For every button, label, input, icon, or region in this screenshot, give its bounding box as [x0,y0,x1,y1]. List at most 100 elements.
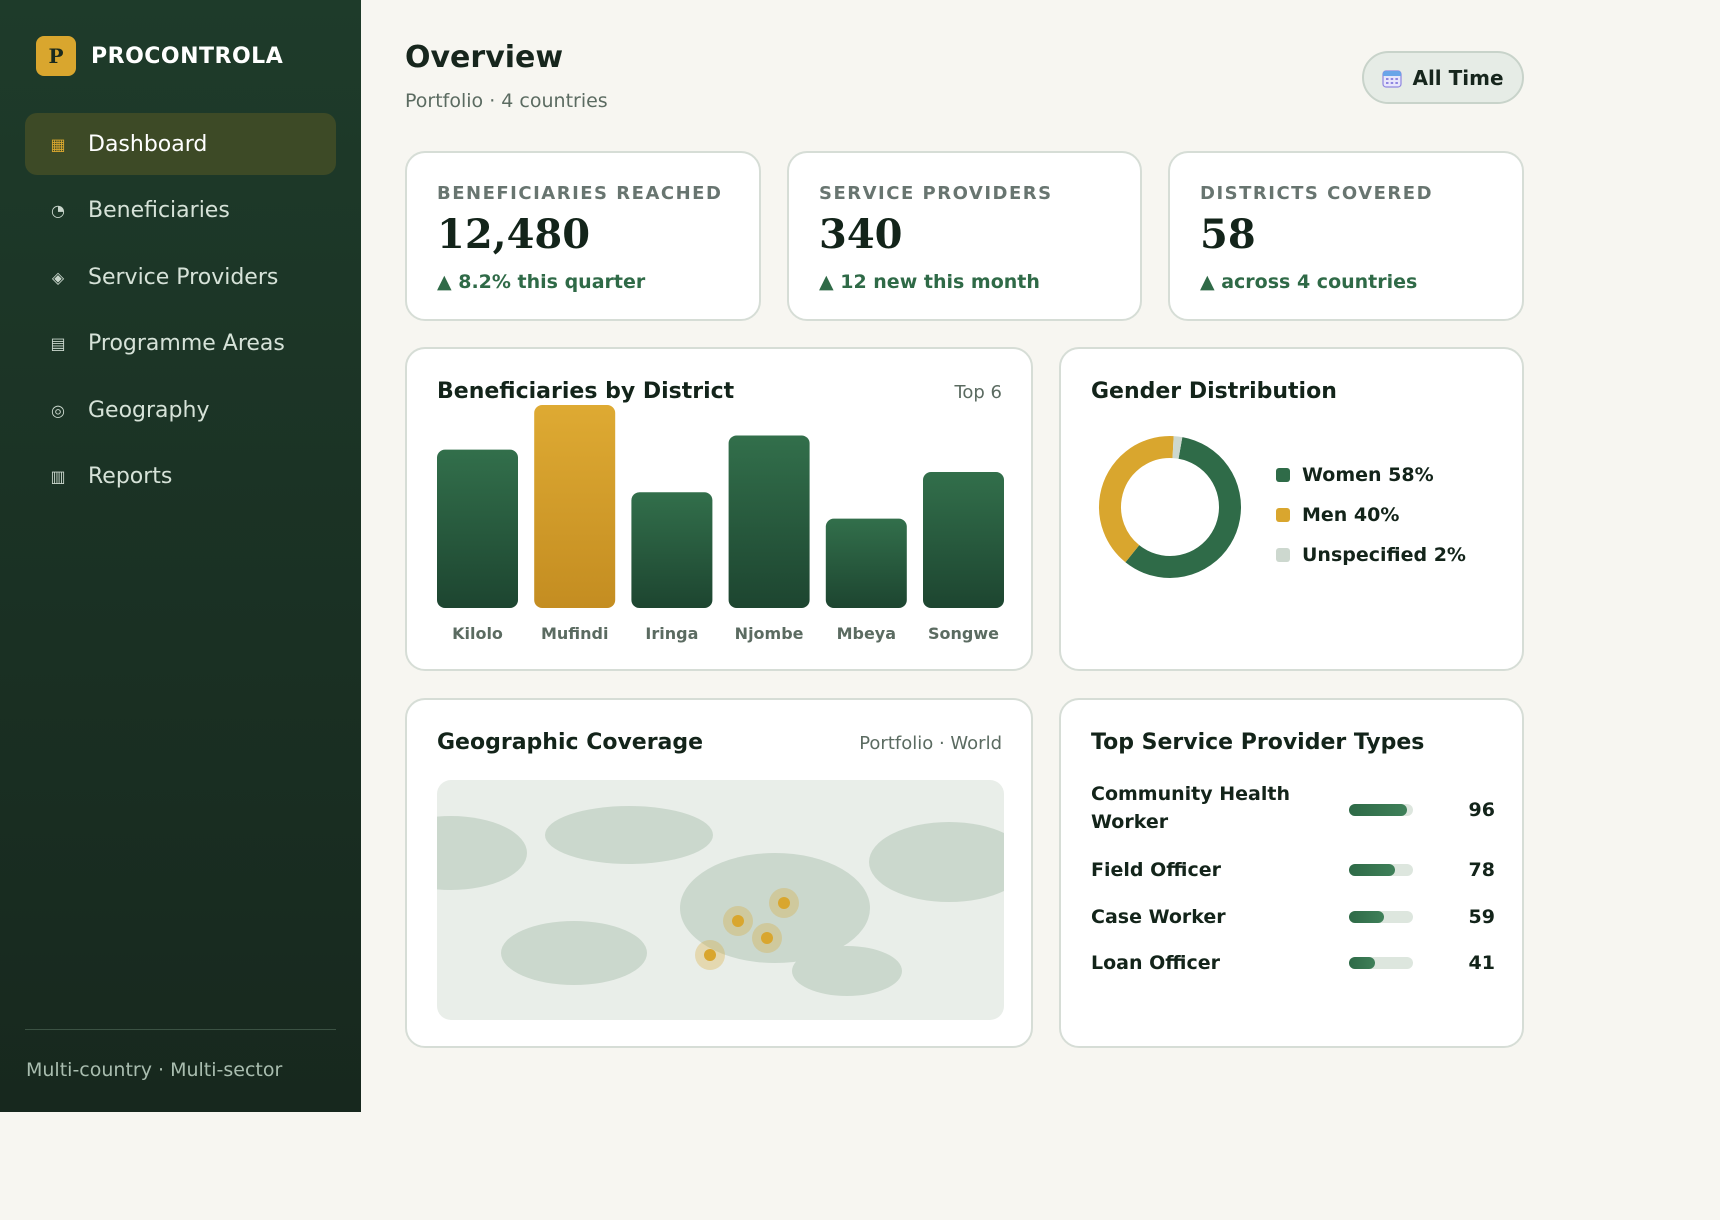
sidebar-item-service-providers[interactable]: ◈ Service Providers [25,246,336,308]
card-title: Top Service Provider Types [1091,730,1425,755]
sidebar-item-label: Dashboard [88,131,208,157]
provider-type-name: Loan Officer [1091,952,1220,974]
brand-logo: P [36,36,76,76]
card-title: Gender Distribution [1091,379,1337,404]
provider-type-row[interactable]: Field Officer 78 [1091,856,1495,884]
legend-swatch [1276,468,1290,482]
sidebar-item-label: Reports [88,464,173,490]
landmass-europe [545,806,713,864]
sidebar-item-reports[interactable]: ▥ Reports [25,446,336,508]
legend-label: Men 40% [1302,504,1400,526]
stat-value: 12,480 [437,211,591,258]
bar-label: Mbeya [837,624,896,643]
stat-card-beneficiaries: BENEFICIARIES REACHED 12,480 ▲ 8.2% this… [405,151,761,321]
provider-type-row[interactable]: Case Worker 59 [1091,903,1495,931]
diamond-icon: ◈ [51,267,65,287]
bar-mbeya[interactable] [825,518,907,608]
provider-type-count: 41 [1468,952,1495,974]
provider-type-row[interactable]: Community Health Worker 96 [1091,780,1495,840]
bar-mufindi[interactable] [534,405,616,608]
bar-label: Songwe [928,624,999,643]
provider-type-bar [1349,864,1413,876]
time-filter-button[interactable]: All Time [1362,51,1524,104]
bar-iringa[interactable] [631,492,713,608]
sidebar-item-label: Programme Areas [88,331,285,357]
stat-value: 340 [819,211,903,258]
bar-songwe[interactable] [923,471,1004,608]
legend-swatch [1276,548,1290,562]
sidebar-item-beneficiaries[interactable]: ◔ Beneficiaries [25,180,336,242]
sidebar-item-label: Service Providers [88,264,279,290]
stat-delta: ▲ across 4 countries [1200,271,1418,293]
sidebar-footer: Multi-country · Multi-sector [26,1059,283,1081]
landmass-oceania [792,946,902,996]
geo-card: Geographic Coverage Portfolio · World [405,698,1033,1048]
district-chart-card: Kilolo Mufindi Iringa Njombe Mbeya Songwe Ben… [405,347,1033,671]
target-icon: ◎ [51,400,65,420]
legend-item: Unspecified 2% [1276,535,1466,575]
provider-type-bar [1349,911,1413,923]
legend-label: Unspecified 2% [1302,544,1466,566]
district-bar-chart: Kilolo Mufindi Iringa Njombe Mbeya Songwe [437,405,1004,643]
stat-delta: ▲ 12 new this month [819,271,1040,293]
brand-name: PROCONTROLA [91,43,284,69]
provider-type-bar-fill [1349,804,1407,816]
landmass-africa [680,853,870,963]
card-tag: Portfolio · World [859,733,1002,754]
calendar-icon [1382,69,1403,88]
stat-delta: ▲ 8.2% this quarter [437,271,646,293]
sidebar: P PROCONTROLA ▦ Dashboard ◔ Beneficiaries ◈ S… [0,0,361,1112]
map-marker [723,906,753,936]
sidebar-item-dashboard[interactable]: ▦ Dashboard [25,113,336,175]
bars-icon: ▥ [50,467,66,487]
provider-type-count: 96 [1468,799,1495,821]
landmass-americas-north [437,816,527,890]
provider-type-bar [1349,804,1413,816]
card-tag: Top 6 [954,382,1002,403]
bar-njombe[interactable] [728,435,810,608]
world-map[interactable] [437,780,1004,1020]
gender-legend: Women 58% Men 40% Unspecified 2% [1276,455,1466,575]
time-filter-label: All Time [1412,65,1504,90]
brand[interactable]: P PROCONTROLA [36,36,283,76]
gender-card: Gender Distribution Women 58% Men 40% Unsp… [1059,347,1524,671]
sidebar-nav: ▦ Dashboard ◔ Beneficiaries ◈ Service Provide… [25,113,336,513]
provider-type-count: 78 [1468,859,1495,881]
provider-type-bar-fill [1349,911,1385,923]
provider-type-bar [1349,957,1413,969]
sidebar-item-label: Geography [88,397,210,423]
legend-item: Women 58% [1276,455,1466,495]
page-title: Overview [405,40,564,75]
map-marker [769,888,799,918]
card-title: Geographic Coverage [437,730,704,755]
provider-type-name: Case Worker [1091,906,1226,928]
provider-type-bar-fill [1349,957,1375,969]
grid-icon: ▦ [50,134,66,154]
stat-card-districts: DISTRICTS COVERED 58 ▲ across 4 countrie… [1168,151,1524,321]
provider-type-count: 59 [1468,906,1495,928]
pie-icon: ◔ [51,201,65,221]
bar-label: Mufindi [541,624,609,643]
stat-label: BENEFICIARIES REACHED [437,183,723,204]
provider-type-row[interactable]: Loan Officer 41 [1091,949,1495,977]
sidebar-divider [25,1029,336,1030]
stat-label: DISTRICTS COVERED [1200,183,1434,204]
provider-type-name: Field Officer [1091,859,1221,881]
sidebar-item-programme-areas[interactable]: ▤ Programme Areas [25,313,336,375]
sidebar-item-geography[interactable]: ◎ Geography [25,379,336,441]
bar-label: Kilolo [452,624,503,643]
donut-slice-women[interactable] [1099,436,1241,578]
landmass-asia [869,822,1004,902]
bar-kilolo[interactable] [437,449,518,608]
landmass-americas-south [501,921,647,985]
card-title: Beneficiaries by District [437,379,735,404]
bar-label: Njombe [735,624,804,643]
world-map-shapes [437,806,1004,996]
gender-donut-chart [1099,436,1241,578]
stat-label: SERVICE PROVIDERS [819,183,1053,204]
donut-slice-men[interactable] [1099,436,1241,578]
page-subtitle: Portfolio · 4 countries [405,90,608,112]
sidebar-item-label: Beneficiaries [88,198,230,224]
stat-value: 58 [1200,211,1256,258]
provider-types-card: Top Service Provider Types Community Hea… [1059,698,1524,1048]
